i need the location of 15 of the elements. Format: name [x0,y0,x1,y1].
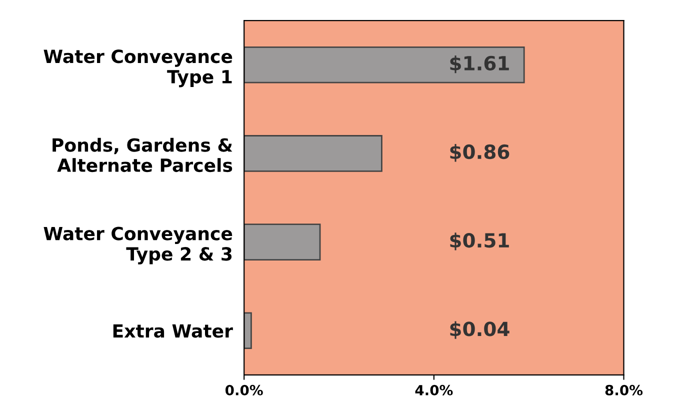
x-tick-label: 0.0% [225,384,263,396]
x-tick-label: 4.0% [415,384,453,396]
x-tick-label: 8.0% [605,384,643,396]
y-tick-label: Extra Water [113,324,233,338]
bar [244,46,525,84]
bar [244,135,382,172]
bar [244,224,321,260]
y-tick-label: Water Conveyance Type 2 & 3 [44,226,232,264]
annotation: $0.04 [450,321,510,339]
y-tick-label: Water Conveyance Type 1 [44,50,232,88]
annotation: $0.51 [450,232,509,250]
bar [244,312,252,350]
annotation: $1.61 [450,55,509,74]
y-tick-label: Ponds, Gardens & Alternate Parcels [52,138,232,172]
annotation: $0.86 [450,144,510,162]
